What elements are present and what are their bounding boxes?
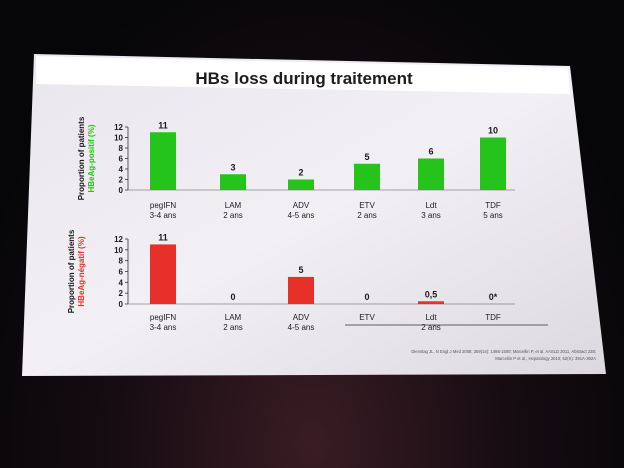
chart-bottom-y-label-line-1: Proportion of patients: [67, 229, 76, 313]
chart-top-y-tick-label: 8: [119, 144, 124, 153]
chart-top-bar: [354, 163, 380, 190]
chart-top-value-label: 3: [230, 162, 235, 172]
chart-top-value-label: 2: [298, 168, 303, 178]
chart-top-category-sublabel: 3 ans: [421, 211, 441, 220]
chart-top-value-label: 6: [428, 147, 433, 157]
chart-bottom-y-tick-label: 0: [119, 300, 124, 309]
chart-top-value-label: 5: [364, 152, 369, 162]
chart-bottom-y-tick-label: 10: [114, 246, 123, 255]
chart-top-category-label: pegIFN: [150, 201, 176, 210]
chart-bottom-category-label: ETV: [359, 313, 375, 322]
chart-bottom-value-label: 0,5: [425, 289, 438, 299]
chart-top-y-tick-label: 2: [119, 176, 124, 185]
chart-bottom-bar: [288, 276, 314, 304]
chart-top-y-tick-label: 6: [119, 155, 124, 164]
chart-bottom-category-sublabel: 3-4 ans: [150, 323, 177, 332]
chart-bottom-category-label: Ldt: [425, 313, 437, 322]
chart-bottom-value-label: 5: [298, 265, 303, 275]
chart-bottom-category-label: LAM: [225, 313, 242, 322]
chart-bottom-y-label-line-2: HBeAg-négatif (%): [77, 236, 86, 307]
chart-top-y-label-line-2: HBeAg-positif (%): [87, 124, 96, 192]
chart-bottom-value-label: 0: [364, 292, 369, 302]
chart-bottom-category-label: TDF: [485, 313, 501, 322]
chart-top-category-label: TDF: [485, 201, 501, 210]
chart-bottom-y-tick-label: 2: [119, 289, 124, 298]
title-bar: [36, 56, 570, 94]
reference-line-2: Marcellin P et al., Hepatology 2010; 52(…: [495, 356, 596, 361]
chart-bottom-category-sublabel: 2 ans: [421, 323, 441, 332]
chart-top-bar: [220, 174, 246, 190]
chart-top-bar: [288, 179, 314, 190]
chart-bottom-category-label: pegIFN: [150, 313, 176, 322]
chart-top-y-tick-label: 4: [119, 165, 124, 174]
chart-bottom-y-tick-label: 6: [119, 268, 124, 277]
chart-top-value-label: 11: [158, 120, 168, 130]
chart-top-y-tick-label: 0: [119, 186, 124, 195]
chart-bottom-y-tick-label: 12: [114, 235, 123, 244]
reference-line-1: Dienstag JL. N Engl J Med 2008; 359(14):…: [411, 349, 596, 354]
chart-bottom-category-sublabel: 2 ans: [223, 323, 243, 332]
chart-bottom-category-sublabel: 4-5 ans: [288, 323, 315, 332]
chart-bottom-value-label: 0: [230, 292, 235, 302]
chart-top-value-label: 10: [488, 126, 498, 136]
chart-top-y-tick-label: 10: [114, 134, 123, 143]
chart-bottom-value-label: 0*: [489, 292, 498, 302]
chart-top-category-sublabel: 4-5 ans: [288, 211, 315, 220]
chart-top-category-label: ETV: [359, 201, 375, 210]
chart-top-category-sublabel: 5 ans: [483, 211, 503, 220]
chart-top-category-sublabel: 2 ans: [357, 211, 377, 220]
chart-top-category-label: ADV: [293, 201, 310, 210]
chart-bottom-y-tick-label: 4: [119, 278, 124, 287]
chart-bottom-value-label: 11: [158, 232, 168, 242]
chart-top-y-label-line-1: Proportion of patients: [77, 116, 86, 200]
chart-top-y-tick-label: 12: [114, 123, 123, 132]
chart-top-category-label: Ldt: [425, 201, 437, 210]
chart-top-bar: [150, 132, 176, 190]
chart-bottom-y-tick-label: 8: [119, 257, 124, 266]
chart-top-category-label: LAM: [225, 201, 242, 210]
chart-bottom-bar: [418, 301, 444, 304]
chart-bottom-category-label: ADV: [293, 313, 310, 322]
chart-top-bar: [418, 158, 444, 190]
slide-title: HBs loss during traitement: [195, 69, 413, 88]
chart-top-bar: [480, 137, 506, 190]
chart-bottom-bar: [150, 244, 176, 304]
chart-top-category-sublabel: 3-4 ans: [150, 211, 177, 220]
chart-top-category-sublabel: 2 ans: [223, 211, 243, 220]
